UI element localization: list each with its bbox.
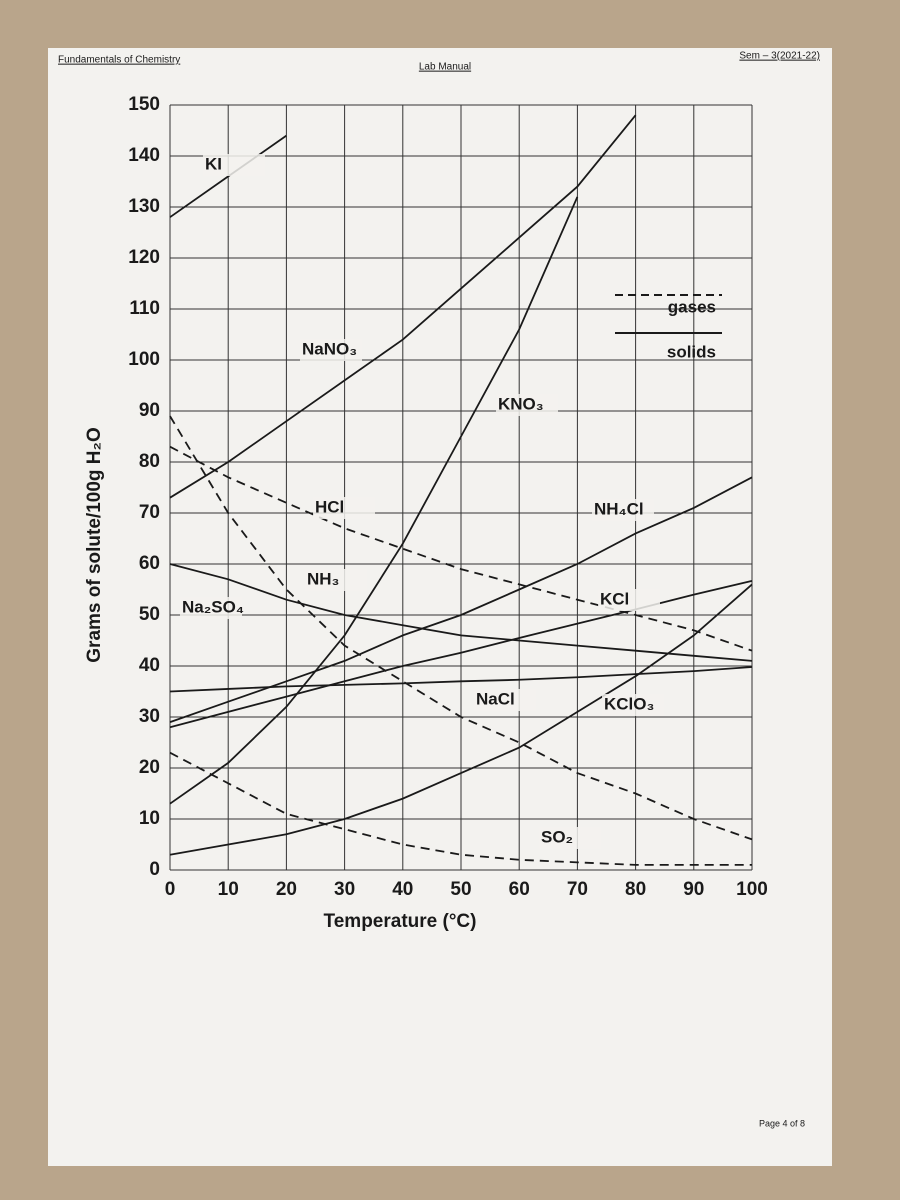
paper (48, 48, 832, 1166)
series-label: NaCl (476, 689, 515, 708)
x-tick-label: 40 (392, 879, 413, 900)
label-bg (474, 689, 536, 711)
y-tick-label: 20 (139, 757, 160, 778)
legend-label: gases (668, 297, 716, 316)
x-tick-label: 0 (165, 879, 176, 900)
y-tick-label: 10 (139, 808, 160, 829)
header-left: Fundamentals of Chemistry (58, 55, 180, 66)
series-label: Na₂SO₄ (182, 597, 244, 616)
series-line (169, 134, 287, 218)
y-tick-label: 60 (139, 553, 160, 574)
y-tick-label: 40 (139, 655, 160, 676)
series-label: KCl (600, 589, 629, 608)
header-right: Sem – 3(2021-22) (739, 51, 820, 62)
series-label: SO₂ (541, 827, 573, 846)
label-bg (203, 154, 265, 176)
y-tick-label: 0 (149, 859, 160, 880)
y-tick-label: 70 (139, 502, 160, 523)
legend-label: solids (667, 342, 716, 361)
series-line (169, 445, 753, 652)
label-bg (305, 569, 367, 591)
series-label: HCl (315, 497, 344, 516)
y-tick-label: 80 (139, 451, 160, 472)
x-tick-label: 100 (736, 879, 768, 900)
series-label: NaNO₃ (302, 339, 357, 358)
y-axis-title: Grams of solute/100g H₂O (84, 427, 105, 662)
label-bg (300, 339, 362, 361)
x-tick-label: 10 (218, 879, 239, 900)
series-label: NH₃ (307, 569, 339, 588)
x-tick-label: 60 (509, 879, 530, 900)
label-bg (539, 827, 601, 849)
label-bg (180, 597, 242, 619)
x-tick-label: 30 (334, 879, 355, 900)
y-tick-label: 150 (128, 94, 160, 115)
y-tick-label: 130 (128, 196, 160, 217)
label-bg (602, 694, 664, 716)
header-center: Lab Manual (419, 62, 471, 73)
footer: Page 4 of 8 (759, 1118, 805, 1128)
series-label: KI (205, 154, 222, 173)
series-line (169, 196, 579, 805)
series-line (169, 751, 752, 866)
y-tick-label: 140 (128, 145, 160, 166)
y-tick-label: 120 (128, 247, 160, 268)
y-tick-label: 90 (139, 400, 160, 421)
x-axis-title: Temperature (°C) (324, 911, 477, 932)
series-label: NH₄Cl (594, 499, 644, 518)
x-tick-label: 70 (567, 879, 588, 900)
series-line (169, 415, 753, 841)
x-tick-label: 50 (450, 879, 471, 900)
legend-box (612, 283, 728, 367)
x-tick-label: 90 (683, 879, 704, 900)
series-line (169, 563, 753, 662)
label-bg (496, 394, 558, 416)
label-bg (313, 497, 375, 519)
y-tick-label: 110 (129, 298, 160, 319)
label-bg (598, 589, 660, 611)
series-line (169, 114, 637, 499)
y-tick-label: 100 (128, 349, 160, 370)
series-label: KNO₃ (498, 394, 544, 413)
series-label: KClO₃ (604, 694, 654, 713)
y-tick-label: 30 (139, 706, 160, 727)
label-bg (592, 499, 654, 521)
x-tick-label: 20 (276, 879, 297, 900)
y-tick-label: 50 (139, 604, 160, 625)
x-tick-label: 80 (625, 879, 646, 900)
series-line (169, 583, 753, 856)
series-line (169, 476, 753, 723)
